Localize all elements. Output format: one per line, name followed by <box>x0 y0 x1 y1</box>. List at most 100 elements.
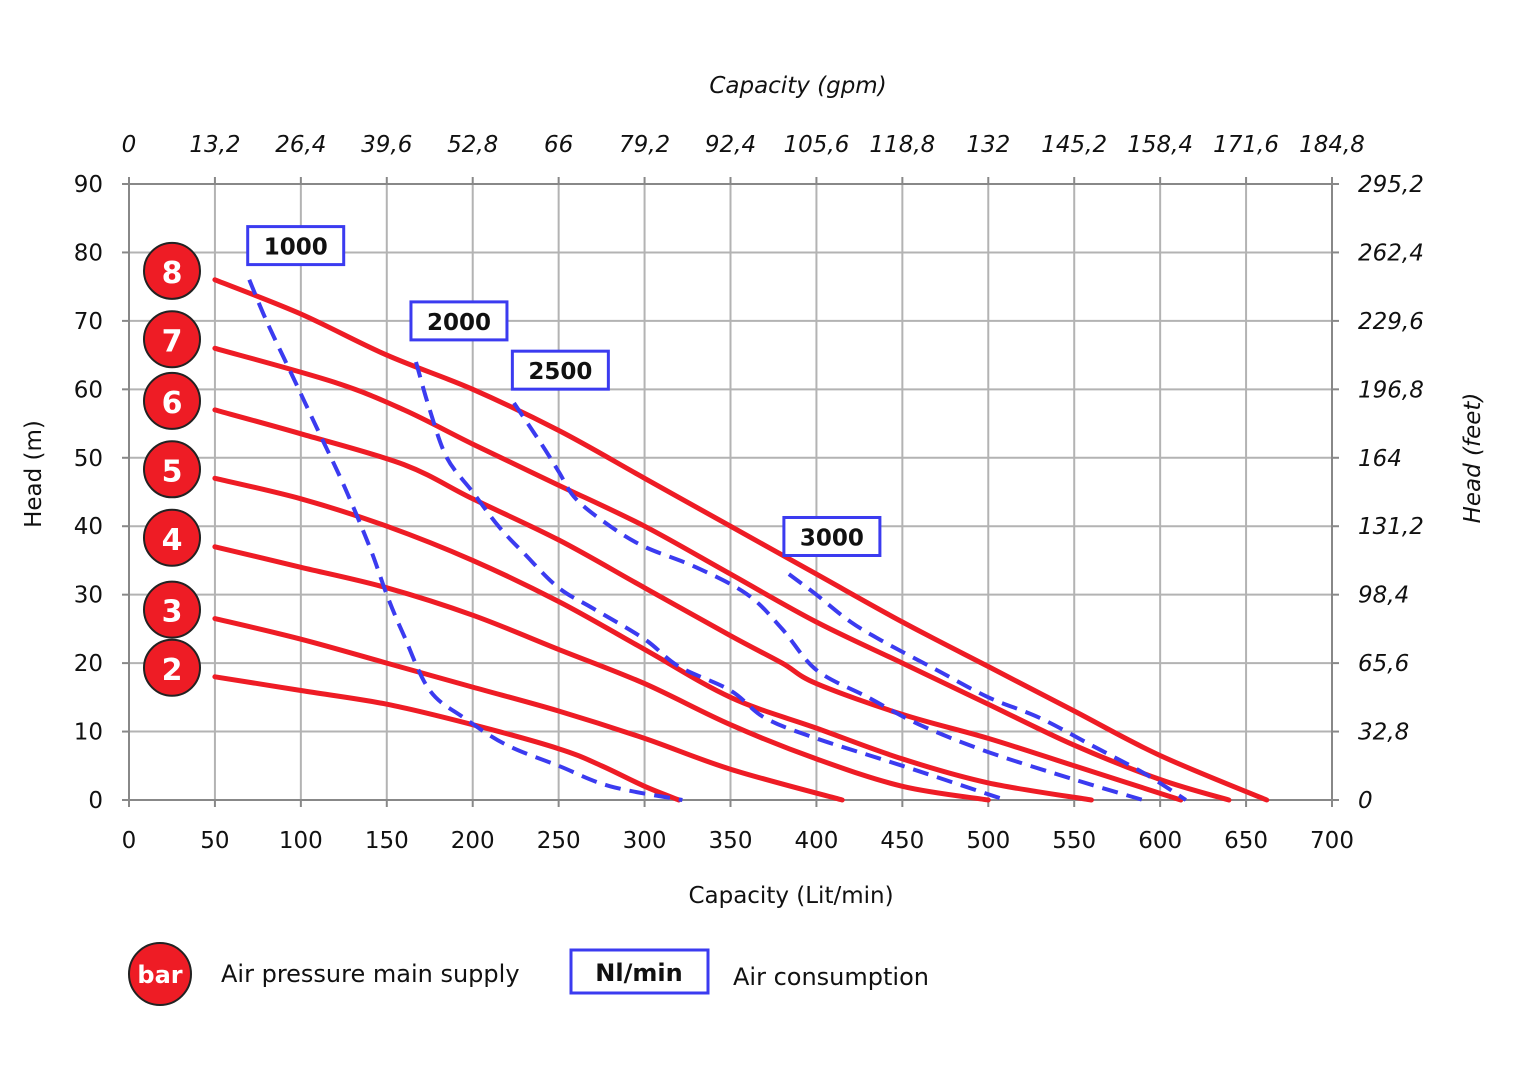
y-tick-label: 0 <box>88 788 103 814</box>
x-tick-label: 350 <box>709 828 753 854</box>
pressure-badge-8 <box>143 241 201 300</box>
pressure-badge-label-6: 6 <box>162 386 183 421</box>
y-tick-label: 60 <box>74 377 103 403</box>
y-tick-label: 20 <box>74 651 103 677</box>
y-tick-label: 70 <box>74 309 103 335</box>
x-tick-label: 700 <box>1310 828 1354 854</box>
air-box-label-2500: 2500 <box>528 359 592 385</box>
x2-tick-label: 132 <box>966 132 1010 158</box>
y2-tick-label: 0 <box>1358 788 1373 814</box>
air-box-label-1000: 1000 <box>264 235 328 261</box>
grid-lines <box>128 183 1333 801</box>
air-box-label-2000: 2000 <box>427 310 491 336</box>
x2-tick-label: 158,4 <box>1127 132 1193 158</box>
pressure-curve-3-bar <box>212 616 845 803</box>
air-consumption-boxes: 1000 2000 2500 3000 <box>246 225 882 557</box>
x-tick-label: 200 <box>451 828 495 854</box>
y-axis-title: Head (m) <box>21 420 47 528</box>
pressure-badge-label-5: 5 <box>162 454 183 489</box>
y2-axis-title: Head (feet) <box>1460 393 1486 524</box>
x-tick-label: 100 <box>279 828 323 854</box>
x-axis-title: Capacity (Lit/min) <box>688 883 893 909</box>
x-tick-label: 150 <box>365 828 409 854</box>
pressure-badge-label-3: 3 <box>162 595 183 630</box>
y-tick-label: 40 <box>74 514 103 540</box>
pressure-curve-2-bar <box>212 674 682 803</box>
y-tick-label: 50 <box>74 446 103 472</box>
pressure-badge-label-2: 2 <box>162 653 183 688</box>
x-tick-label: 550 <box>1052 828 1096 854</box>
pressure-curve-4-bar <box>212 544 991 803</box>
y-tick-label: 30 <box>74 583 103 609</box>
x-tick-label: 50 <box>200 828 229 854</box>
air-curve-1000 <box>247 279 683 802</box>
x2-tick-label: 66 <box>544 132 573 158</box>
y2-tick-label: 131,2 <box>1358 514 1424 540</box>
pressure-badge-3 <box>143 580 201 639</box>
pressure-badge-5 <box>143 440 201 499</box>
y2-tick-label: 164 <box>1358 446 1402 472</box>
x2-tick-label: 105,6 <box>783 132 849 158</box>
x2-tick-label: 92,4 <box>705 132 756 158</box>
air-box-1000 <box>246 225 346 267</box>
y-tick-label: 90 <box>74 172 103 198</box>
legend-bar-badge <box>128 942 192 1006</box>
x2-tick-label: 26,4 <box>275 132 326 158</box>
legend-bar-badge-label: bar <box>137 961 182 989</box>
x-tick-label: 650 <box>1224 828 1268 854</box>
x2-axis-title: Capacity (gpm) <box>709 73 886 99</box>
x2-tick-label: 0 <box>122 132 137 158</box>
legend: bar Air pressure main supply Nl/min Air … <box>128 942 929 1006</box>
legend-air-label: Air consumption <box>733 963 929 991</box>
pressure-curve-8-bar <box>212 277 1270 803</box>
y2-tick-label: 229,6 <box>1358 309 1424 335</box>
x2-tick-label: 118,8 <box>869 132 935 158</box>
y2-tick-label: 32,8 <box>1358 720 1409 746</box>
x2-tick-label: 79,2 <box>619 132 670 158</box>
pressure-badge-label-8: 8 <box>162 256 183 291</box>
x2-tick-label: 145,2 <box>1041 132 1107 158</box>
pressure-badge-7 <box>143 310 201 369</box>
y2-tick-label: 196,8 <box>1358 377 1424 403</box>
pressure-curve-5-bar <box>212 475 1094 803</box>
pressure-badge-2 <box>143 638 201 697</box>
plot-frame <box>122 177 1339 807</box>
y2-tick-label: 262,4 <box>1358 240 1424 266</box>
pressure-badge-4 <box>143 508 201 567</box>
x-tick-label: 600 <box>1138 828 1182 854</box>
pressure-badge-label-7: 7 <box>162 324 183 359</box>
legend-nlmin-box <box>569 948 710 995</box>
y2-tick-label: 295,2 <box>1358 172 1424 198</box>
legend-nlmin-box-label: Nl/min <box>595 959 682 987</box>
y2-tick-label: 98,4 <box>1358 583 1409 609</box>
air-box-2000 <box>409 300 509 342</box>
x2-tick-label: 52,8 <box>447 132 498 158</box>
x-tick-label: 500 <box>966 828 1010 854</box>
air-box-2500 <box>510 349 610 391</box>
pressure-curve-7-bar <box>212 345 1232 803</box>
pressure-badge-label-4: 4 <box>162 523 183 558</box>
air-box-3000 <box>782 515 882 557</box>
tick-labels: 005013,210026,415039,620052,82506630079,… <box>74 132 1424 854</box>
y2-tick-label: 65,6 <box>1358 651 1409 677</box>
y-tick-label: 10 <box>74 720 103 746</box>
pressure-badges: 8 7 6 5 4 3 2 <box>143 241 201 697</box>
x-tick-label: 450 <box>880 828 924 854</box>
pressure-badge-6 <box>143 371 201 430</box>
pressure-curves <box>212 277 1270 803</box>
air-box-label-3000: 3000 <box>800 525 864 551</box>
pressure-curve-6-bar <box>212 407 1184 803</box>
x-tick-label: 400 <box>794 828 838 854</box>
x2-tick-label: 171,6 <box>1213 132 1279 158</box>
y-tick-label: 80 <box>74 240 103 266</box>
x2-tick-label: 13,2 <box>189 132 240 158</box>
x-tick-label: 250 <box>537 828 581 854</box>
x2-tick-label: 39,6 <box>361 132 412 158</box>
air-curve-3000 <box>787 572 1187 802</box>
air-curve-2500 <box>512 401 1144 802</box>
air-consumption-curves <box>247 279 1187 802</box>
x-tick-label: 0 <box>122 828 137 854</box>
x-tick-label: 300 <box>623 828 667 854</box>
legend-pressure-label: Air pressure main supply <box>221 960 520 988</box>
